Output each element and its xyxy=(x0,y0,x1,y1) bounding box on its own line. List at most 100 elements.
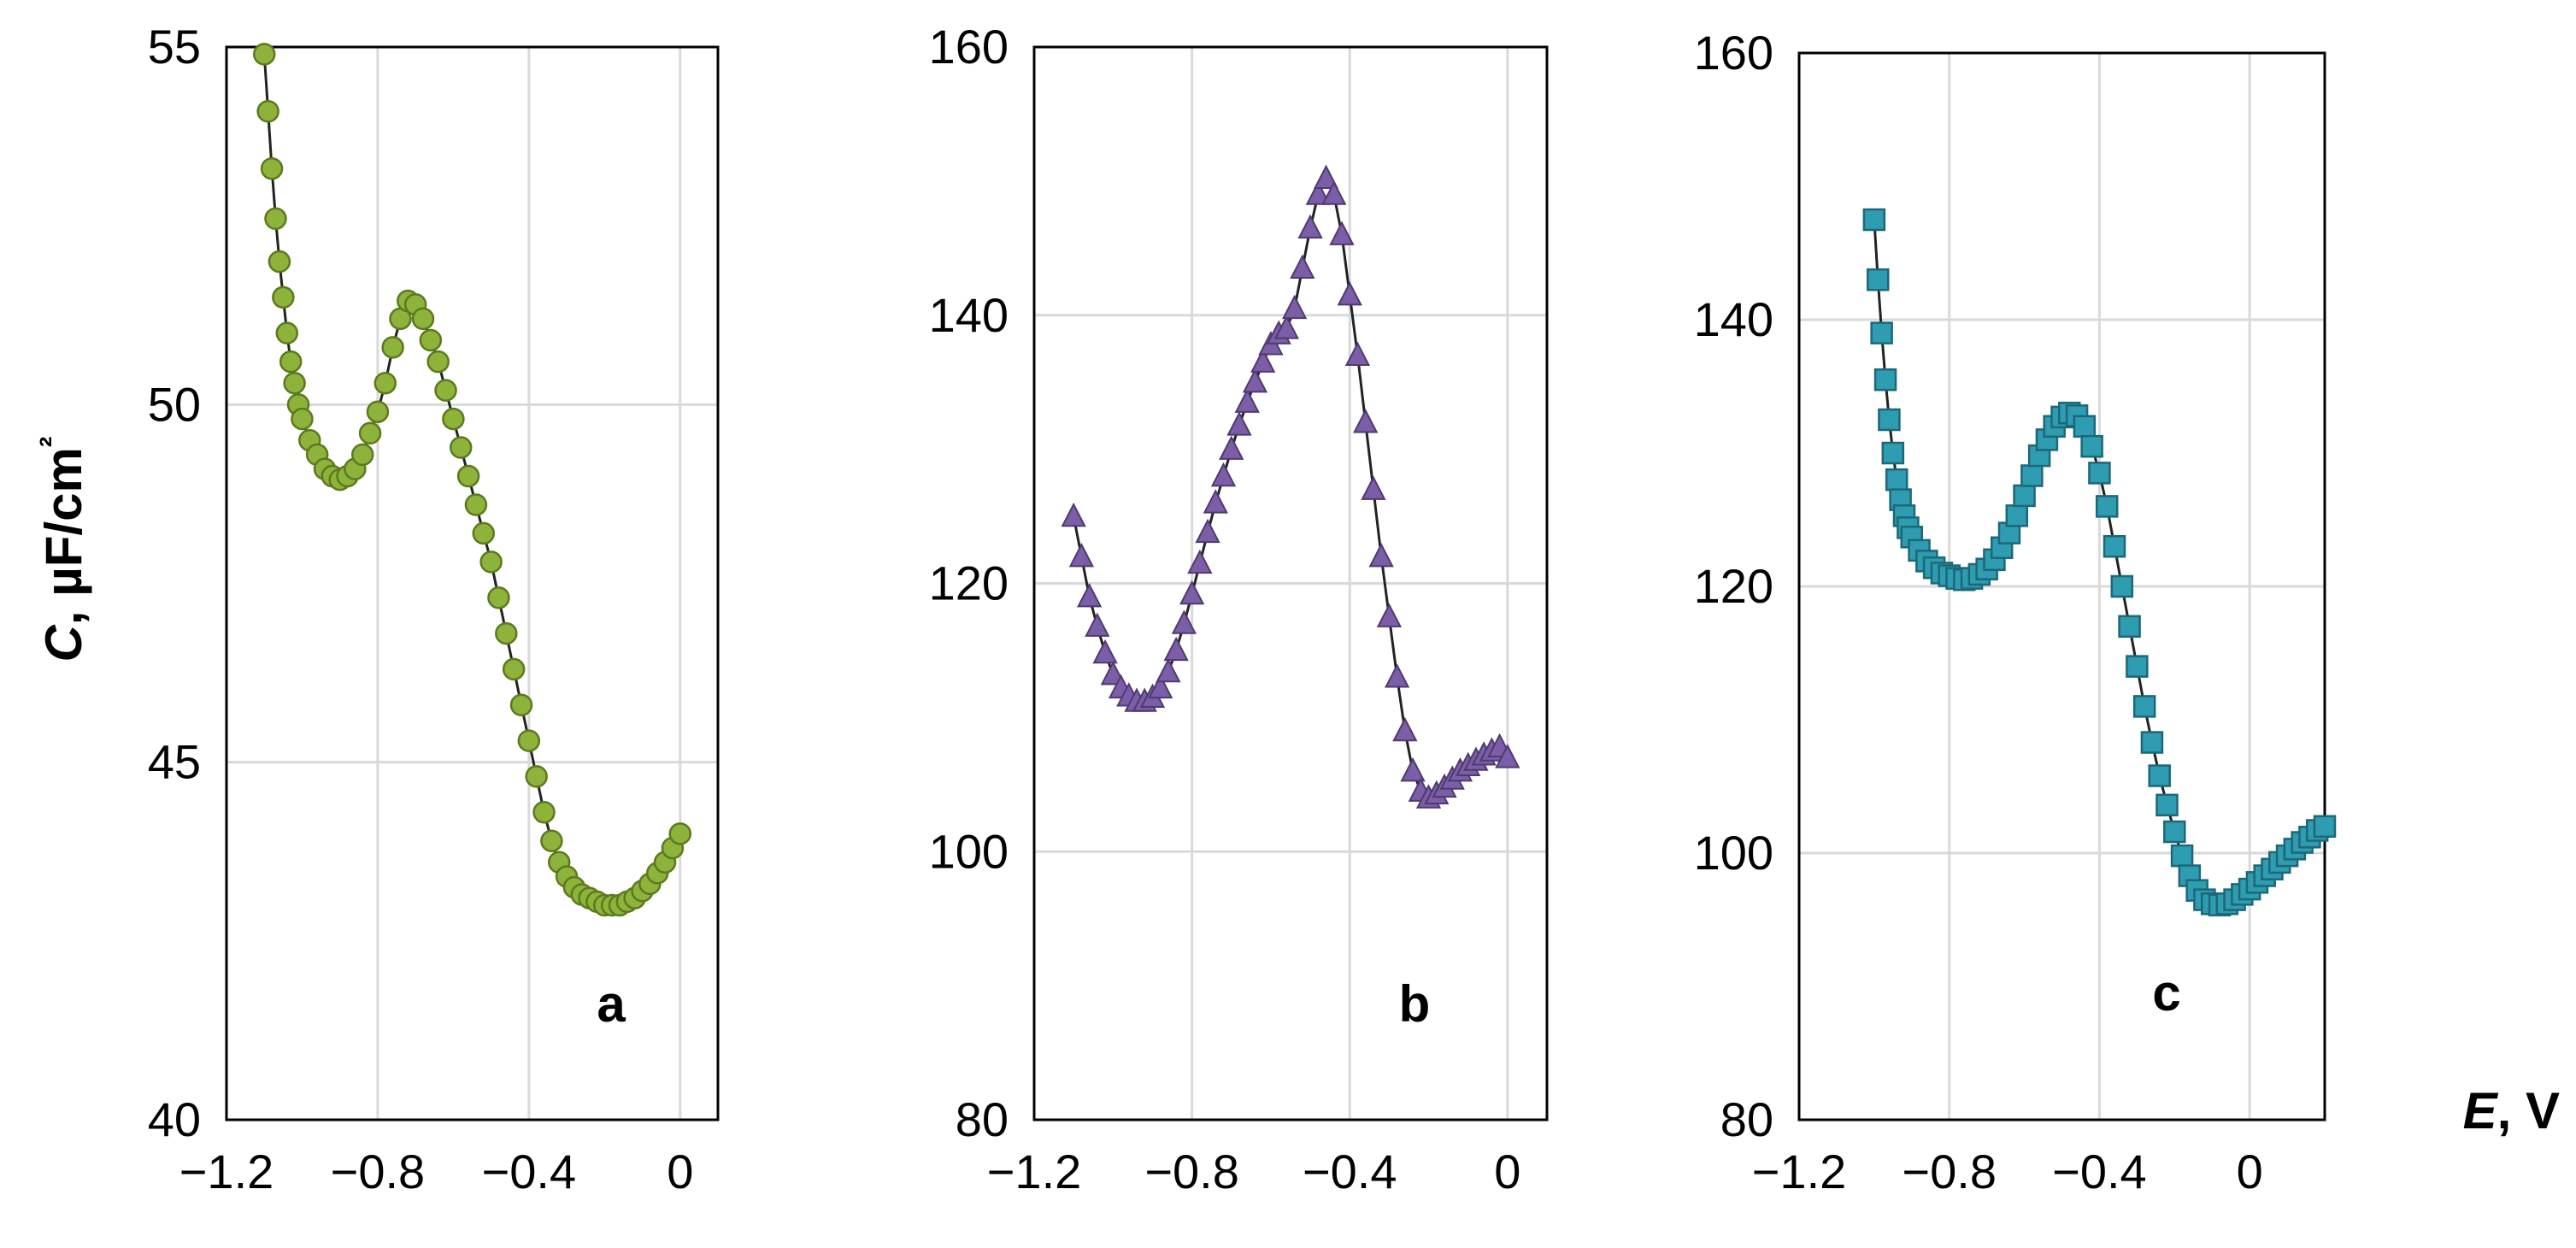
x-tick-label: −1.2 xyxy=(1752,1145,1847,1198)
data-point xyxy=(2313,815,2337,839)
x-tick-label: 0 xyxy=(2237,1145,2263,1198)
data-point xyxy=(532,800,556,824)
x-tick-label: 0 xyxy=(1494,1145,1520,1198)
data-point xyxy=(1203,489,1228,514)
y-axis-superscript: ² xyxy=(34,437,70,448)
data-point xyxy=(1361,475,1386,500)
data-point xyxy=(1384,663,1410,688)
data-point xyxy=(479,550,503,574)
y-axis-title: C, µF/cm² xyxy=(34,437,92,662)
data-point xyxy=(1353,409,1379,433)
x-tick-label: −0.8 xyxy=(1902,1145,1997,1198)
data-point xyxy=(1368,542,1394,568)
y-tick-label: 50 xyxy=(148,377,201,431)
data-point xyxy=(2118,615,2141,639)
data-point xyxy=(668,822,692,845)
data-point xyxy=(2020,464,2044,487)
data-point xyxy=(1873,368,1897,391)
panel-a: 40 45 50 55 −1.2 −0.8 −0.4 0 a C, µF/cm² xyxy=(34,20,720,1198)
data-point xyxy=(1297,214,1323,238)
panel-letter: b xyxy=(1399,975,1431,1033)
data-point xyxy=(1234,388,1260,413)
data-point xyxy=(1305,180,1331,205)
x-tick-label: 0 xyxy=(667,1145,693,1198)
y-tick-label: 160 xyxy=(929,20,1009,74)
y-tick-label: 160 xyxy=(1694,26,1773,79)
data-point xyxy=(2005,504,2029,527)
data-point xyxy=(434,379,457,402)
data-point xyxy=(1392,716,1418,742)
x-tick-label: −0.4 xyxy=(2052,1145,2147,1198)
data-point xyxy=(1878,408,1901,432)
data-point xyxy=(1219,435,1244,460)
data-point xyxy=(1321,180,1347,205)
data-point xyxy=(2110,574,2134,598)
data-point xyxy=(464,493,488,516)
data-point xyxy=(419,328,443,352)
data-point xyxy=(1400,756,1426,782)
y-axis-symbol: C xyxy=(35,623,92,662)
data-point xyxy=(517,729,541,752)
data-point xyxy=(411,307,435,331)
data-point xyxy=(1148,674,1173,699)
y-tick-label: 45 xyxy=(148,735,201,789)
data-point xyxy=(2170,844,2194,868)
data-point xyxy=(2178,864,2202,887)
data-point xyxy=(350,443,374,467)
data-point xyxy=(1290,254,1315,280)
data-point xyxy=(502,657,526,681)
panel-letter: c xyxy=(2152,964,2180,1021)
plot-frame xyxy=(225,45,720,1121)
y-tick-label: 140 xyxy=(929,288,1009,342)
data-point xyxy=(268,250,291,274)
data-point xyxy=(1210,462,1237,487)
data-point xyxy=(1885,468,1908,492)
data-point xyxy=(1163,636,1189,662)
data-point xyxy=(291,407,314,431)
data-point xyxy=(1242,368,1268,393)
data-point xyxy=(2132,695,2156,718)
data-point xyxy=(260,156,284,180)
data-point xyxy=(1313,164,1339,189)
data-point xyxy=(1376,603,1403,627)
data-point xyxy=(1195,518,1220,544)
x-tick-label: −0.8 xyxy=(1144,1145,1239,1198)
data-point xyxy=(540,829,563,852)
x-axis-title: E, V xyxy=(2463,1082,2560,1139)
data-point xyxy=(381,336,404,359)
panel-c: 80 100 120 140 160 −1.2 −0.8 −0.4 0 c E, V xyxy=(1694,26,2560,1198)
data-point xyxy=(1990,536,2014,560)
data-point xyxy=(442,407,465,431)
y-tick-label: 100 xyxy=(929,824,1009,878)
data-point xyxy=(2163,820,2186,844)
data-point xyxy=(1076,583,1103,608)
x-tick-label: −1.2 xyxy=(179,1145,274,1198)
data-point xyxy=(495,621,518,645)
plot-frame xyxy=(1032,45,1549,1121)
y-tick-label: 120 xyxy=(929,556,1009,610)
data-point xyxy=(1226,411,1252,436)
data-point xyxy=(366,400,390,423)
y-tick-label: 100 xyxy=(1694,826,1773,880)
panel-letter: a xyxy=(597,975,626,1033)
data-point xyxy=(2013,484,2036,508)
data-point xyxy=(1329,221,1355,245)
data-point xyxy=(2088,462,2111,485)
data-point xyxy=(1281,294,1308,320)
data-point xyxy=(1867,268,1890,291)
y-tick-label: 120 xyxy=(1694,559,1773,613)
data-point xyxy=(1092,639,1118,664)
data-point xyxy=(1085,612,1110,637)
data-point xyxy=(426,350,450,374)
data-point xyxy=(1156,657,1181,683)
data-point xyxy=(2155,793,2179,817)
data-point xyxy=(1881,441,1905,465)
x-tick-label: −0.8 xyxy=(331,1145,426,1198)
data-point xyxy=(509,693,533,716)
data-point xyxy=(275,321,299,344)
data-point xyxy=(472,521,496,545)
data-point xyxy=(1250,348,1276,373)
data-point xyxy=(2095,495,2119,518)
data-point xyxy=(1337,281,1362,306)
data-point xyxy=(487,586,510,609)
